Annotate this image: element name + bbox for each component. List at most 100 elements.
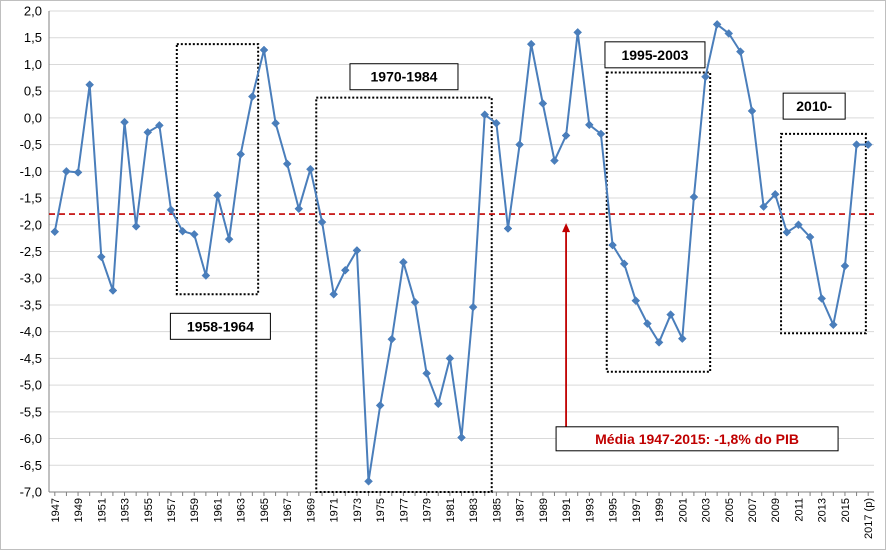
x-tick-label: 1957 [166,498,178,522]
data-point [619,259,629,269]
data-point [561,131,571,140]
data-point [457,433,466,442]
mean-arrow-head [562,223,571,233]
x-tick-label: 1997 [631,498,643,522]
data-point [213,191,222,200]
data-point [863,140,873,149]
data-point [422,368,431,378]
data-point [294,204,304,214]
x-tick-label: 1991 [561,498,573,522]
data-point [259,45,269,55]
data-point [794,220,803,230]
x-tick-label: 1947 [50,498,62,522]
data-point [770,189,780,199]
data-point [271,118,280,128]
x-tick-label: 1979 [422,498,434,522]
x-tick-label: 1967 [282,498,294,522]
data-point [247,92,257,101]
x-tick-label: 2003 [701,498,713,522]
period-box [780,132,867,335]
data-point [724,29,734,38]
y-tick-label: -2,0 [20,217,42,232]
x-tick-label: 1955 [143,498,155,522]
period-label-box [782,92,846,120]
mean-label: Média 1947-2015: -1,8% do PIB [595,431,799,447]
data-point [631,296,641,306]
period-label: 2010- [796,98,832,114]
y-tick-label: 1,0 [24,57,42,72]
y-tick-label: -1,0 [20,164,42,179]
data-point [654,338,664,347]
data-point [782,227,792,237]
data-point [340,265,350,275]
data-point [805,232,815,242]
period-label: 1970-1984 [371,69,438,85]
data-point [85,80,95,90]
y-tick-label: -5,5 [20,404,42,419]
data-point [840,261,850,271]
x-tick-label: 1959 [189,498,201,522]
x-tick-label: 1951 [96,498,108,522]
x-tick-label: 2009 [770,498,782,522]
data-point [515,140,524,149]
y-tick-label: -6,0 [20,431,42,446]
y-tick-labels: 2,0 1,5 1,0 0,5 0,0 -0,5 -1,0 -1,5 -2,0 -2,5 -3,0 -… [20,4,42,500]
y-tick-label: 1,5 [24,30,42,45]
data-point [50,227,60,237]
data-point [666,310,676,319]
x-tick-label: 1953 [120,498,132,522]
y-tick-label: -4,5 [20,351,42,366]
data-point [712,20,722,29]
data-point [817,294,827,303]
data-point [643,319,652,329]
data-point [282,159,292,169]
data-point [399,257,408,267]
data-point [166,205,176,215]
x-tick-label: 1977 [398,498,410,522]
data-point [759,202,768,211]
x-tick-label: 2007 [747,498,759,522]
callouts: Média 1947-2015: -1,8% do PIB [555,223,839,452]
x-tick-label: 1987 [515,498,527,522]
x-tick-label: 1999 [654,498,666,522]
data-point [608,240,617,250]
data-point [120,117,129,127]
x-tick-label: 1983 [468,498,480,522]
data-point [236,149,246,159]
data-point [329,289,339,299]
period-label-box [169,312,271,340]
data-point [747,106,757,116]
y-tick-label: -6,5 [20,458,42,473]
data-point [387,334,397,344]
data-point [828,320,838,330]
y-tick-label: -3,0 [20,271,42,286]
data-point [178,226,187,236]
data-point [73,168,83,177]
y-tick-label: -5,0 [20,378,42,393]
y-tick-label: -7,0 [20,485,42,500]
period-box [315,96,493,494]
x-tick-label: 1989 [538,498,550,522]
data-point [736,47,745,56]
period-label-box [349,63,459,91]
data-point [677,334,687,343]
data-point [445,354,455,363]
data-point [108,286,118,295]
x-tick-label: 1963 [236,498,248,522]
x-tick-label: 1985 [491,498,503,522]
data-point [364,476,373,486]
x-tick-label: 2011 [793,498,805,522]
y-tick-label: -3,5 [20,297,42,312]
data-point [131,222,141,231]
data-point [584,120,594,130]
y-tick-label: 2,0 [24,4,42,19]
data-point [96,252,106,262]
x-tick-label: 1981 [445,498,457,522]
data-point [689,192,699,202]
data-point [375,401,385,410]
y-tick-label: -4,0 [20,324,42,339]
y-tick-label: -1,5 [20,191,42,206]
y-tick-label: 0,5 [24,84,42,99]
y-tick-label: -2,5 [20,244,42,259]
